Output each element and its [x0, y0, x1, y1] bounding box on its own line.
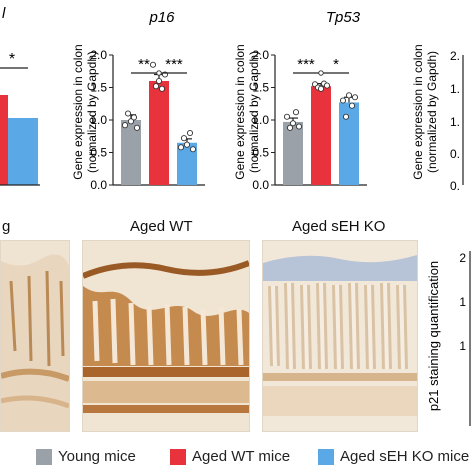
- chart-p16-point-1-3: [158, 85, 166, 92]
- partial-right-tick-3: 0.: [450, 147, 460, 161]
- p21-partial-axis: p21 staining quantification 2 1 1: [426, 251, 471, 426]
- partial-left-sig-label: *: [9, 51, 15, 68]
- chart-p16-title: p16: [148, 9, 175, 26]
- chart-tp53-point-0-4: [295, 123, 303, 130]
- partial-left-bar-blue: [8, 118, 38, 185]
- chart-tp53-point-2-2: [345, 92, 353, 99]
- chart-tp53-point-1-2: [317, 85, 325, 92]
- chart-p16-ylabel-1: Gene expression in colon: [71, 44, 85, 179]
- chart-p16-tick-label-1: 0.5: [90, 146, 107, 160]
- chart-tp53-bar-0: [283, 121, 303, 185]
- chart-p16-point-1-2: [155, 77, 163, 85]
- micrograph-right-title: Aged sEH KO: [292, 218, 386, 235]
- chart-tp53-point-0-3: [292, 109, 300, 116]
- chart-tp53-bar-2: [339, 102, 359, 185]
- chart-p16-sig-label-1: ***: [165, 56, 183, 73]
- chart-p16-point-0-0: [121, 122, 129, 129]
- chart-tp53-sig-label-1: *: [333, 56, 339, 73]
- chart-tp53-point-0-2: [289, 120, 297, 127]
- partial-right-ylabel-1: Gene expression in colon: [411, 44, 425, 179]
- legend-swatch-aged-seh-ko: [318, 448, 334, 465]
- chart-p16-tick-label-0: 0.0: [90, 178, 107, 192]
- chart-p16-point-0-1: [124, 110, 132, 117]
- chart-p16-tick-label-3: 1.5: [90, 81, 107, 95]
- partial-left-chart: l *: [0, 5, 40, 186]
- chart-tp53-point-2-0: [339, 97, 347, 104]
- legend-item-aged-wt: Aged WT mice: [170, 448, 290, 465]
- chart-tp53-sig-node-1: [318, 70, 324, 76]
- partial-right-tick-0: 2.: [450, 49, 460, 63]
- chart-tp53-title: Tp53: [326, 9, 361, 26]
- chart-tp53-ylabel-1: Gene expression in colon: [233, 44, 247, 179]
- chart-p16-bar-2: [177, 142, 197, 185]
- micrograph-left-title: g: [2, 218, 11, 235]
- chart-tp53-ylabel-2: (normalized by Gapdh): [247, 51, 261, 173]
- p21-tick-1: 1: [459, 295, 466, 309]
- chart-tp53: Tp53 Gene expression in colon (normalize…: [233, 9, 367, 192]
- chart-p16-bar-1: [149, 81, 169, 185]
- chart-p16-sig-label-0: **: [138, 56, 150, 73]
- partial-left-bar-red: [0, 95, 8, 185]
- chart-p16-point-1-1: [152, 83, 160, 90]
- chart-p16-point-0-4: [133, 124, 141, 131]
- chart-tp53-bar-1: [311, 86, 331, 185]
- chart-p16-point-1-0: [149, 61, 157, 68]
- chart-p16-ylabel-2: (normalized by Gapdh): [85, 51, 99, 173]
- partial-right-tick-4: 0.: [450, 179, 460, 193]
- partial-right-ticks: 2. 1. 1. 0. 0.: [450, 49, 460, 193]
- bar-charts-panel: l * p16 Gene expression in colon (normal…: [0, 5, 464, 193]
- chart-p16-tick-label-2: 1.0: [90, 113, 107, 127]
- partial-right-tick-2: 1.: [450, 115, 460, 129]
- micrograph-aged-seh-ko: [262, 240, 418, 432]
- chart-p16-bar-0: [121, 120, 141, 185]
- p21-tick-2: 1: [459, 339, 466, 353]
- chart-tp53-point-0-0: [283, 113, 291, 120]
- partial-left-title: l: [2, 5, 6, 22]
- micrograph-aged-wt: [82, 240, 250, 432]
- chart-p16-point-0-2: [127, 118, 135, 125]
- legend-swatch-aged-wt: [170, 448, 186, 465]
- chart-tp53-tick-label-4: 2.0: [252, 48, 269, 62]
- chart-p16-point-2-1: [180, 135, 188, 142]
- legend-swatch-young: [36, 448, 52, 465]
- partial-right-ylabel-2: (normalized by Gapdh): [425, 51, 439, 173]
- micrograph-middle-title: Aged WT: [130, 218, 193, 235]
- chart-tp53-point-1-4: [323, 82, 331, 89]
- chart-tp53-tick-label-0: 0.0: [252, 178, 269, 192]
- chart-tp53-point-2-1: [342, 113, 350, 120]
- chart-tp53-point-2-4: [351, 94, 359, 101]
- legend-label-aged-wt: Aged WT mice: [192, 448, 291, 465]
- chart-tp53-point-0-1: [286, 124, 294, 131]
- chart-p16-point-2-4: [189, 146, 197, 153]
- chart-tp53-tick-label-2: 1.0: [252, 113, 269, 127]
- chart-p16-tick-label-4: 2.0: [90, 48, 107, 62]
- partial-right-chart: Gene expression in colon (normalized by …: [411, 44, 464, 193]
- partial-right-tick-1: 1.: [450, 82, 460, 96]
- legend-label-aged-seh-ko: Aged sEH KO mice: [340, 448, 470, 465]
- chart-p16-sig-node-1: [156, 70, 162, 76]
- legend-item-young: Young mice: [36, 448, 136, 465]
- p21-ylabel: p21 staining quantification: [426, 261, 441, 411]
- chart-p16-point-2-3: [186, 129, 194, 137]
- chart-tp53-tick-label-3: 1.5: [252, 81, 269, 95]
- legend-label-young: Young mice: [58, 448, 136, 465]
- micrograph-young: [0, 240, 70, 432]
- chart-tp53-tick-label-1: 0.5: [252, 146, 269, 160]
- legend-item-aged-seh-ko: Aged sEH KO mice: [318, 448, 469, 465]
- chart-p16: p16 Gene expression in colon (normalized…: [71, 9, 205, 192]
- legend: Young mice Aged WT mice Aged sEH KO mice: [0, 440, 474, 474]
- chart-p16-point-0-3: [130, 114, 138, 121]
- chart-tp53-sig-label-0: ***: [297, 56, 315, 73]
- chart-p16-point-2-0: [177, 144, 185, 151]
- p21-tick-0: 2: [459, 251, 466, 265]
- chart-tp53-point-2-3: [348, 102, 356, 109]
- chart-p16-point-2-2: [183, 141, 191, 148]
